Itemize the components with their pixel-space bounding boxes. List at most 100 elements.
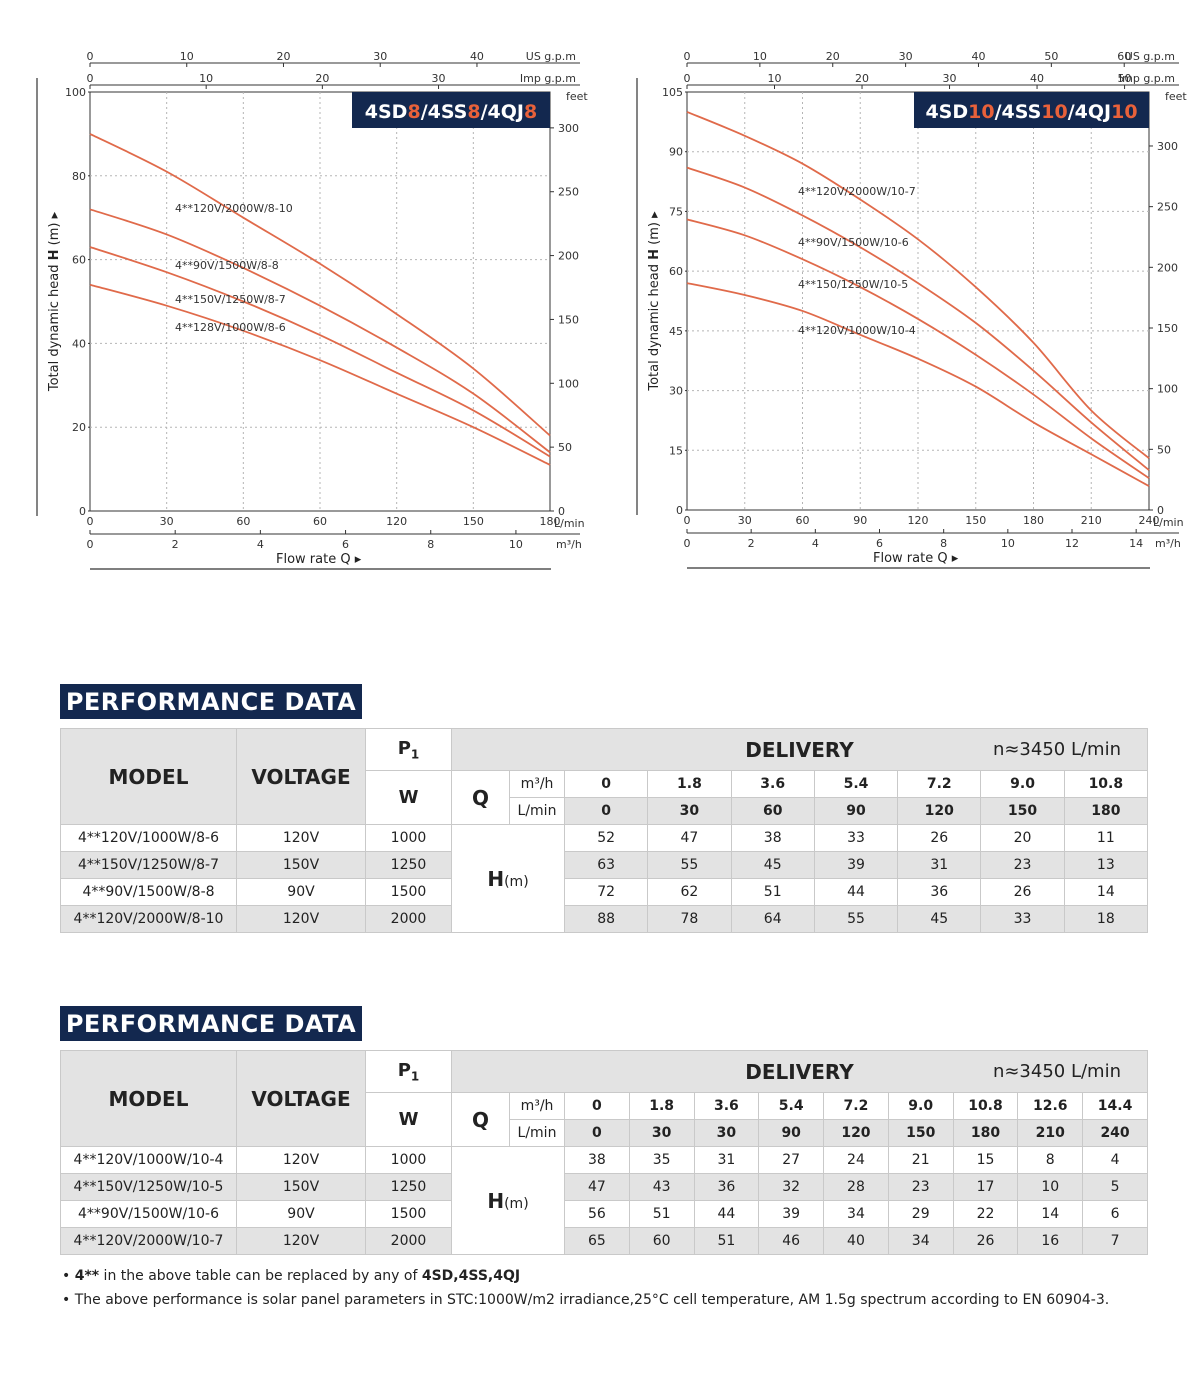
head-cell: 11 [1063, 824, 1149, 852]
head-cell: 14 [1063, 878, 1149, 906]
unit-feet: feet [1165, 90, 1187, 103]
lmin-cell: 0 [563, 797, 649, 825]
m3h-cell: 0 [563, 770, 649, 798]
unit-lmin: L/min [554, 517, 585, 530]
unit-usgpm: US g.p.m [526, 50, 576, 63]
y-tick-label: 30 [669, 385, 683, 398]
feet-tick-label: 300 [1157, 140, 1178, 153]
lmin-tick-label: 60 [236, 515, 250, 528]
power-cell: 2000 [365, 1227, 452, 1255]
series-line-2 [686, 166, 1150, 471]
head-cell: 62 [647, 878, 732, 906]
series-line-1 [686, 111, 1150, 459]
head-cell: 65 [564, 1227, 630, 1255]
usgpm-tick-label: 10 [180, 50, 194, 63]
performance-table-10: MODEL VOLTAGE P1 DELIVERY n≈3450 L/min W… [60, 1050, 1148, 1255]
head-cell: 36 [693, 1173, 760, 1201]
lmin-cell: 240 [1082, 1119, 1148, 1147]
lmin-cell: 120 [823, 1119, 889, 1147]
unit-impgpm: Imp g.p.m [520, 72, 576, 85]
head-cell: 44 [813, 878, 899, 906]
plot-frame [89, 91, 551, 512]
head-cell: 21 [887, 1146, 954, 1174]
series-label: 4**150V/1250W/8-7 [175, 293, 286, 306]
footnote-1: • 4** in the above table can be replaced… [62, 1268, 521, 1284]
y-tick-label: 20 [72, 421, 86, 434]
unit-m3h: m³/h [1155, 537, 1181, 550]
head-cell: 4 [1082, 1146, 1148, 1174]
head-cell: 26 [897, 824, 982, 852]
head-cell: 22 [952, 1200, 1019, 1228]
model-cell: 4**120V/2000W/10-7 [60, 1227, 237, 1255]
m3h-tick-label: 4 [812, 537, 819, 550]
head-cell: 34 [887, 1227, 954, 1255]
lmin-tick-label: 60 [313, 515, 327, 528]
model-cell: 4**120V/2000W/8-10 [60, 905, 237, 933]
table-row: 4**150V/1250W/8-7 150V 1250 63 55 45 39 … [60, 851, 1149, 879]
lmin-cell: 30 [628, 1119, 695, 1147]
header-voltage: VOLTAGE [236, 728, 366, 825]
head-cell: 32 [758, 1173, 825, 1201]
x-axis-label: Flow rate Q ▸ [276, 552, 362, 567]
impgpm-tick-label: 10 [199, 72, 213, 85]
m3h-tick-label: 12 [1065, 537, 1079, 550]
head-cell: 47 [647, 824, 732, 852]
impgpm-tick-label: 40 [1030, 72, 1044, 85]
head-cell: 51 [693, 1227, 760, 1255]
series-line-4 [89, 283, 551, 466]
head-cell: 34 [823, 1200, 889, 1228]
m3h-tick-label: 10 [1001, 537, 1015, 550]
m3h-cell: 9.0 [887, 1092, 954, 1120]
unit-m3h: m³/h [556, 538, 582, 551]
footnote-2: • The above performance is solar panel p… [62, 1292, 1110, 1308]
lmin-tick-label: 240 [1139, 514, 1160, 527]
m3h-tick-label: 4 [257, 538, 264, 551]
head-cell: 23 [887, 1173, 954, 1201]
power-cell: 1250 [365, 851, 452, 879]
series-label: 4**150/1250W/10-5 [798, 278, 908, 291]
usgpm-tick-label: 30 [373, 50, 387, 63]
lmin-tick-label: 150 [965, 514, 986, 527]
m3h-cell: 7.2 [823, 1092, 889, 1120]
head-cell: 26 [980, 878, 1065, 906]
y-tick-label: 0 [79, 505, 86, 518]
head-cell: 39 [813, 851, 899, 879]
m3h-tick-label: 6 [876, 537, 883, 550]
lmin-cell: 180 [952, 1119, 1019, 1147]
y-tick-label: 45 [669, 325, 683, 338]
m3h-cell: 10.8 [1063, 770, 1149, 798]
feet-tick-label: 150 [558, 313, 579, 326]
y-axis-label: Total dynamic head H (m) ▸ [647, 211, 662, 392]
head-cell: 46 [758, 1227, 825, 1255]
chart-title-badge [352, 92, 550, 128]
head-cell: 45 [897, 905, 982, 933]
model-cell: 4**90V/1500W/8-8 [60, 878, 237, 906]
header-p1: P1 [365, 728, 452, 771]
table-row: 4**120V/1000W/10-4 120V 1000 H(m) 38 35 … [60, 1146, 1148, 1255]
model-cell: 4**150V/1250W/10-5 [60, 1173, 237, 1201]
head-cell: 56 [564, 1200, 630, 1228]
head-cell: 55 [647, 851, 732, 879]
head-cell: 64 [730, 905, 815, 933]
head-cell: 78 [647, 905, 732, 933]
header-delivery: DELIVERY n≈3450 L/min [451, 1050, 1148, 1093]
m3h-tick-label: 2 [172, 538, 179, 551]
head-cell: 31 [693, 1146, 760, 1174]
lmin-cell: 60 [730, 797, 815, 825]
model-cell: 4**150V/1250W/8-7 [60, 851, 237, 879]
head-cell: 52 [563, 824, 649, 852]
power-cell: 1000 [365, 1146, 452, 1174]
voltage-cell: 120V [236, 905, 366, 933]
lmin-tick-label: 120 [908, 514, 929, 527]
header-p1: P1 [365, 1050, 452, 1093]
y-tick-label: 60 [669, 265, 683, 278]
head-cell: 14 [1017, 1200, 1084, 1228]
lmin-tick-label: 210 [1081, 514, 1102, 527]
lmin-tick-label: 30 [738, 514, 752, 527]
voltage-cell: 120V [236, 824, 366, 852]
impgpm-tick-label: 10 [768, 72, 782, 85]
head-cell: 38 [564, 1146, 630, 1174]
feet-tick-label: 200 [558, 250, 579, 263]
